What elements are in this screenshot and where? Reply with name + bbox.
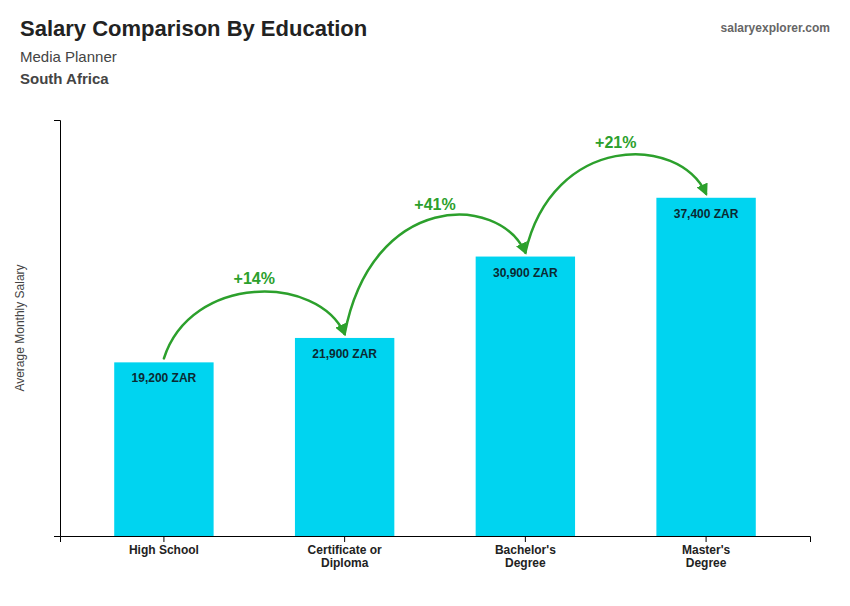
x-tick-label-line: Bachelor's [495, 543, 556, 557]
annotation-arrow [525, 154, 706, 252]
x-tick-label-line: Degree [505, 556, 546, 570]
x-tick-mark [706, 536, 707, 542]
bar [476, 257, 575, 536]
subtitle: South Africa [20, 70, 109, 87]
annotation-arrow [164, 292, 345, 359]
bar [114, 362, 213, 536]
data-label: 30,900 ZAR [493, 266, 558, 280]
x-tick: Master'sDegree [682, 536, 731, 570]
x-tick-label-line: Master's [682, 543, 731, 557]
x-tick-label: Master'sDegree [682, 543, 731, 571]
annotation-label: +41% [414, 196, 455, 213]
y-axis [54, 121, 61, 537]
annotation-label: +21% [595, 134, 636, 151]
subtitle: Media Planner [20, 48, 117, 65]
x-tick-label: Bachelor'sDegree [495, 543, 556, 571]
x-tick: Certificate orDiploma [308, 536, 382, 570]
bars [114, 198, 756, 536]
y-axis-line [54, 121, 61, 537]
data-label: 21,900 ZAR [312, 347, 377, 361]
x-tick-label-line: Diploma [321, 556, 369, 570]
x-axis: High School Certificate orDiploma Bachelor… [61, 536, 811, 570]
x-tick: Bachelor'sDegree [495, 536, 556, 570]
annotation-arrow [345, 215, 526, 334]
bar [295, 338, 394, 536]
annotations: +14% +41% +21% [164, 134, 706, 358]
x-tick-label-line: High School [129, 543, 199, 557]
x-tick-label-line: Certificate or [308, 543, 382, 557]
x-tick-mark [163, 536, 164, 542]
data-label: 37,400 ZAR [674, 207, 739, 221]
x-tick-label: High School [129, 543, 199, 557]
source: salaryexplorer.com [721, 21, 830, 35]
x-tick-label: Certificate orDiploma [308, 543, 382, 571]
data-labels: 19,200 ZAR 21,900 ZAR 30,900 ZAR 37,400 ZAR [132, 207, 739, 386]
x-tick-label-line: Degree [686, 556, 727, 570]
x-tick: High School [129, 536, 199, 557]
bar [656, 198, 755, 536]
chart: Salary Comparison By Education Media Plan… [0, 0, 850, 606]
y-axis-title: Average Monthly Salary [13, 264, 27, 391]
x-axis-line [61, 537, 811, 543]
data-label: 19,200 ZAR [132, 371, 197, 385]
title: Salary Comparison By Education [20, 16, 367, 41]
annotation-label: +14% [234, 270, 275, 287]
x-tick-mark [525, 536, 526, 542]
x-tick-mark [344, 536, 345, 542]
